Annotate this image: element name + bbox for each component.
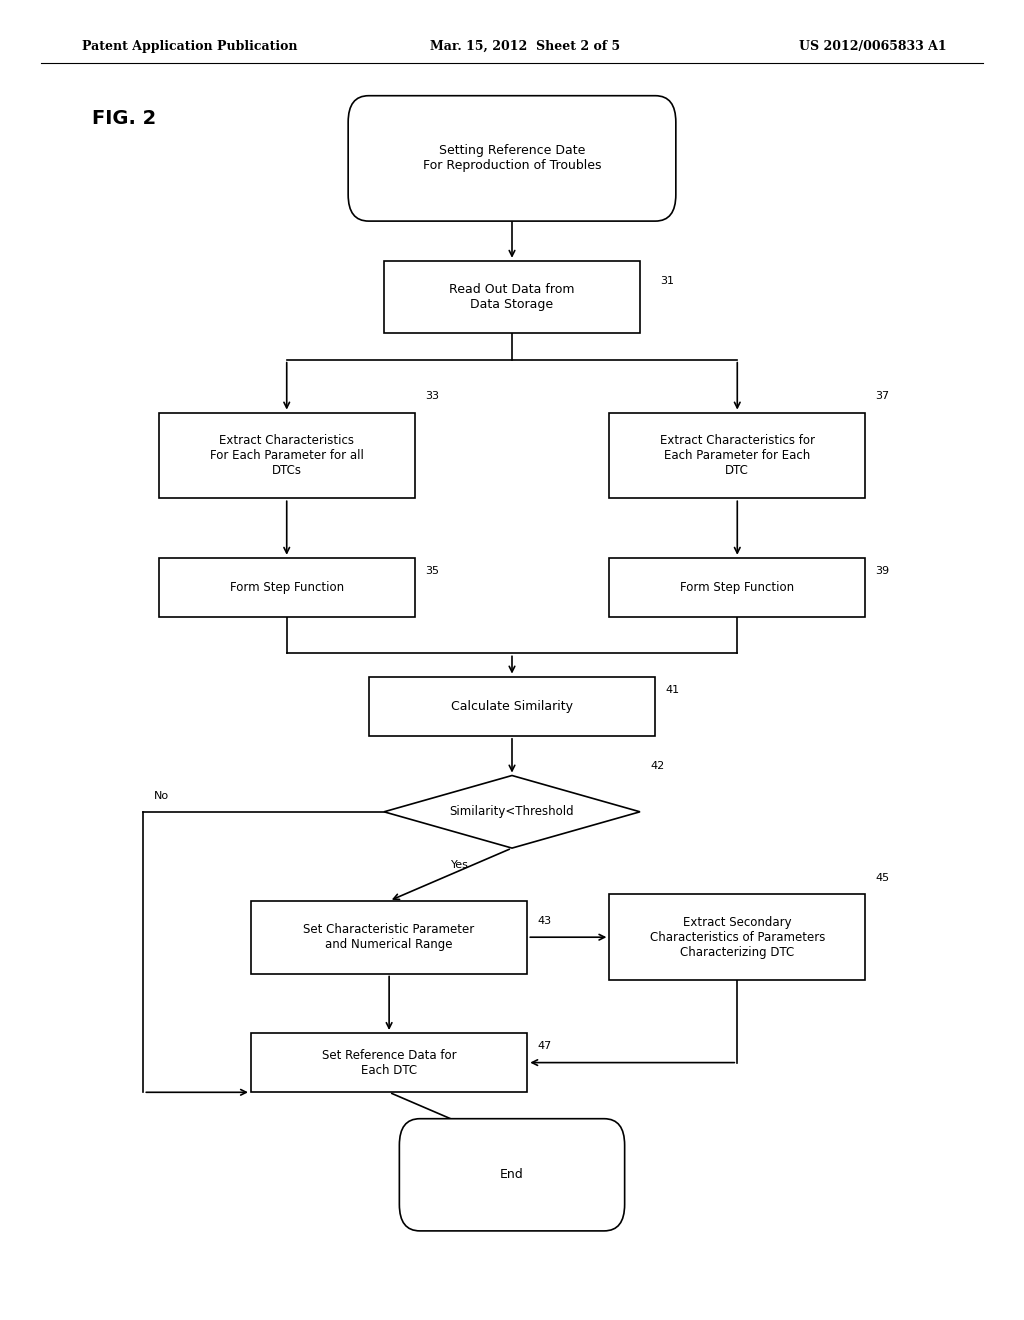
Text: Calculate Similarity: Calculate Similarity [451,700,573,713]
Polygon shape [384,776,640,849]
Text: No: No [154,791,169,801]
Text: Form Step Function: Form Step Function [680,581,795,594]
FancyBboxPatch shape [369,676,655,737]
Text: Form Step Function: Form Step Function [229,581,344,594]
Text: Extract Characteristics for
Each Parameter for Each
DTC: Extract Characteristics for Each Paramet… [659,434,815,477]
Text: 31: 31 [660,276,675,286]
Text: 43: 43 [538,916,552,927]
FancyBboxPatch shape [159,412,415,498]
Text: 41: 41 [666,685,680,696]
Text: Read Out Data from
Data Storage: Read Out Data from Data Storage [450,282,574,312]
Text: 47: 47 [538,1041,552,1052]
Text: 42: 42 [650,760,665,771]
Text: 33: 33 [425,391,439,401]
Text: Yes: Yes [451,859,468,870]
Text: FIG. 2: FIG. 2 [92,110,157,128]
Text: Set Reference Data for
Each DTC: Set Reference Data for Each DTC [322,1048,457,1077]
FancyBboxPatch shape [251,902,527,974]
Text: Mar. 15, 2012  Sheet 2 of 5: Mar. 15, 2012 Sheet 2 of 5 [430,40,621,53]
Text: Similarity<Threshold: Similarity<Threshold [450,805,574,818]
Text: End: End [500,1168,524,1181]
Text: 45: 45 [876,873,890,883]
Text: Patent Application Publication: Patent Application Publication [82,40,297,53]
FancyBboxPatch shape [384,260,640,333]
Text: 37: 37 [876,391,890,401]
FancyBboxPatch shape [609,557,865,616]
Text: US 2012/0065833 A1: US 2012/0065833 A1 [799,40,946,53]
FancyBboxPatch shape [399,1119,625,1230]
FancyBboxPatch shape [609,412,865,498]
Text: 35: 35 [425,566,439,577]
Text: Setting Reference Date
For Reproduction of Troubles: Setting Reference Date For Reproduction … [423,144,601,173]
Text: Extract Characteristics
For Each Parameter for all
DTCs: Extract Characteristics For Each Paramet… [210,434,364,477]
FancyBboxPatch shape [159,557,415,616]
Text: Set Characteristic Parameter
and Numerical Range: Set Characteristic Parameter and Numeric… [303,923,475,952]
FancyBboxPatch shape [348,96,676,220]
Text: Extract Secondary
Characteristics of Parameters
Characterizing DTC: Extract Secondary Characteristics of Par… [649,916,825,958]
FancyBboxPatch shape [251,1032,527,1093]
Text: 39: 39 [876,566,890,577]
FancyBboxPatch shape [609,895,865,979]
